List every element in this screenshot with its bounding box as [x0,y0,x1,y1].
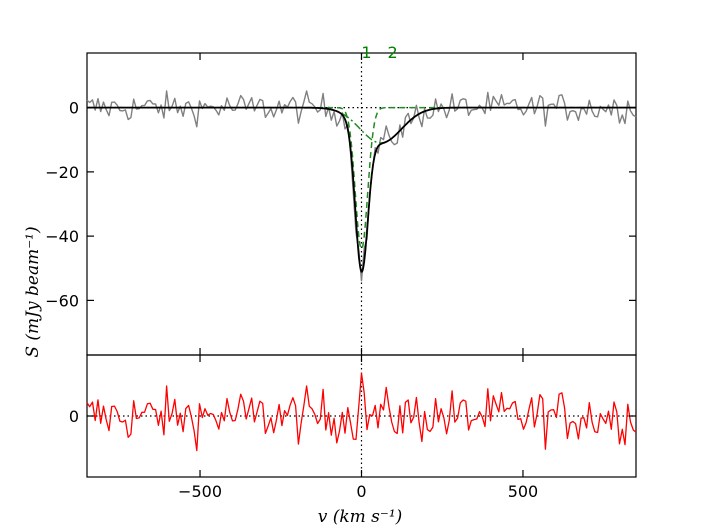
component-label-2: 2 [387,43,397,62]
xtick-label: 0 [356,482,366,501]
x-axis-label: v (km s⁻¹) [318,507,403,527]
main-ytick-label: −20 [45,163,79,182]
observed-spectrum-line [86,90,637,282]
xtick-label: 500 [508,482,539,501]
xtick-label: −500 [178,482,222,501]
residual-ytick-label: 0 [69,407,79,426]
total-fit-curve [87,106,636,273]
main-ytick-label: −60 [45,291,79,310]
component-label-1: 1 [361,43,371,62]
y-axis-label: S (mJy beam⁻¹) [23,226,43,357]
residual-line [86,372,637,452]
main-ytick-label: 0 [69,99,79,118]
main-ytick-label: −40 [45,227,79,246]
ticks-layer: 0 −20 −40 −60 0 −500 0 500 [45,53,636,501]
series-layer [86,90,637,452]
main-reference-lines [87,53,636,477]
component-1-curve [87,106,636,251]
